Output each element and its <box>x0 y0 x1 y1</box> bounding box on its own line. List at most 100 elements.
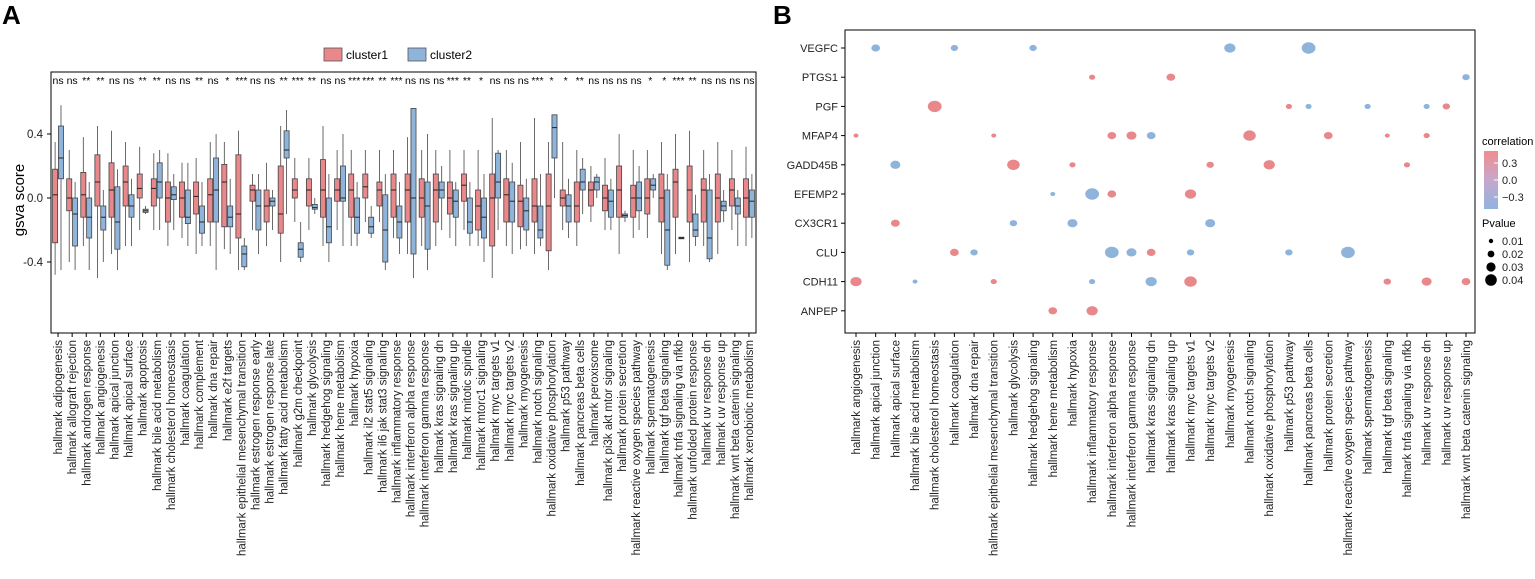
box-cluster1 <box>714 142 721 254</box>
point-gadd45b-28 <box>1403 162 1411 168</box>
box-cluster1 <box>489 118 496 278</box>
point-ptgs1-12 <box>1089 74 1096 80</box>
gene-label: GADD45B <box>787 160 838 172</box>
legend-swatch-cluster2 <box>407 47 427 62</box>
significance-label: ns <box>179 75 190 87</box>
x-tick-label: hallmark cholesterol homeostasis <box>166 340 178 510</box>
gene-label: CX3CR1 <box>795 218 838 230</box>
box-cluster1 <box>362 150 369 222</box>
box-cluster1 <box>418 150 425 246</box>
significance-label: ns <box>109 75 120 87</box>
panel-b-points <box>850 42 1471 316</box>
box-cluster2 <box>537 174 544 246</box>
point-mfap4-15 <box>1146 131 1156 140</box>
box-cluster1 <box>348 150 355 246</box>
box-body <box>283 130 290 159</box>
box-body <box>410 108 417 255</box>
panel-b-frame <box>844 29 1476 334</box>
box-cluster1 <box>164 153 171 246</box>
box-body <box>692 213 699 237</box>
box-body <box>179 181 185 218</box>
colorbar-tick-label: 0.0 <box>1502 175 1517 187</box>
pathway-label: hallmark myc targets v2 <box>1205 340 1217 461</box>
box-body <box>227 205 234 228</box>
pathway-label: hallmark wnt beta catenin signaling <box>1461 340 1473 519</box>
significance-label: ns <box>504 75 515 87</box>
x-tick-label: hallmark peroxisome <box>589 340 601 446</box>
box-cluster1 <box>475 150 482 246</box>
significance-label: ** <box>195 75 203 87</box>
box-cluster2 <box>396 182 403 254</box>
box-cluster2 <box>466 182 473 246</box>
x-tick-label: hallmark apical junction <box>109 340 121 460</box>
box-body <box>170 186 177 201</box>
y-tick-label: 0.0 <box>27 193 43 205</box>
point-mfap4-27 <box>1384 133 1390 138</box>
significance-label: ** <box>688 75 696 87</box>
point-pgf-26 <box>1364 103 1371 109</box>
box-cluster1 <box>517 142 524 250</box>
x-tick-label: hallmark estrogen response late <box>265 340 277 504</box>
pathway-label: hallmark dna repair <box>969 340 981 439</box>
box-body <box>593 176 600 191</box>
box-cluster1 <box>66 150 73 262</box>
box-cluster2 <box>424 134 431 270</box>
pathway-label: hallmark apical junction <box>871 340 883 460</box>
box-body <box>122 165 129 207</box>
box-cluster1 <box>390 150 397 238</box>
point-gadd45b-8 <box>1007 159 1020 170</box>
panel-a-label: A <box>2 0 21 30</box>
x-tick-label: hallmark tnfa signaling via nfkb <box>673 340 685 497</box>
box-body <box>630 184 637 218</box>
pvalue-legend-label: 0.01 <box>1502 236 1523 248</box>
box-cluster2 <box>128 178 135 246</box>
point-vegfc-23 <box>1301 42 1316 54</box>
point-ptgs1-16 <box>1166 73 1176 81</box>
box-body <box>66 178 73 212</box>
box-cluster2 <box>255 174 262 254</box>
pathway-label: hallmark hypoxia <box>1067 339 1079 426</box>
box-body <box>100 205 107 231</box>
panel-b-xaxis: hallmark angiogenesis hallmark apical jun… <box>851 333 1473 556</box>
box-cluster1 <box>320 126 326 246</box>
box-cluster1 <box>150 153 157 230</box>
x-tick-label: hallmark wnt beta catenin signaling <box>730 340 742 519</box>
box-cluster2 <box>340 134 346 246</box>
x-tick-label: hallmark il2 stat5 signaling <box>363 340 375 475</box>
pathway-label: hallmark hedgehog signaling <box>1028 340 1040 486</box>
box-body <box>114 186 121 250</box>
box-cluster1 <box>630 150 637 238</box>
x-tick-label: hallmark unfolded protein response <box>688 340 700 520</box>
box-cluster2 <box>748 174 755 238</box>
box-cluster2 <box>692 194 699 246</box>
box-body <box>424 181 431 250</box>
pathway-label: hallmark protein secretion <box>1323 340 1335 472</box>
box-body <box>565 194 572 223</box>
x-tick-label: hallmark il6 jak stat3 signaling <box>377 340 389 493</box>
pvalue-legend-label: 0.03 <box>1502 262 1523 274</box>
significance-label: *** <box>348 75 360 87</box>
box-body <box>728 178 735 207</box>
point-clu-5 <box>950 248 959 257</box>
significance-label: ns <box>320 75 331 87</box>
significance-label: ns <box>419 75 430 87</box>
significance-label: ** <box>308 75 316 87</box>
x-tick-label: hallmark oxidative phosphorylation <box>547 340 559 516</box>
pathway-label: hallmark interferon gamma response <box>1126 340 1138 527</box>
point-cdh11-29 <box>1421 277 1432 286</box>
panel-a-ylabel: gsva score <box>11 164 28 237</box>
box-body <box>207 178 214 223</box>
x-tick-label: hallmark interferon alpha response <box>406 340 418 517</box>
box-cluster1 <box>728 150 735 230</box>
box-body <box>432 173 439 223</box>
box-cluster1 <box>179 162 185 238</box>
point-cdh11-31 <box>1461 277 1471 286</box>
significance-label: ns <box>208 75 219 87</box>
box-cluster2 <box>410 108 417 278</box>
x-tick-label: hallmark xenobiotic metabolism <box>744 340 756 500</box>
box-cluster2 <box>382 174 389 270</box>
box-cluster1 <box>446 150 453 238</box>
box-cluster2 <box>664 174 671 270</box>
y-tick-label: -0.4 <box>23 257 43 269</box>
